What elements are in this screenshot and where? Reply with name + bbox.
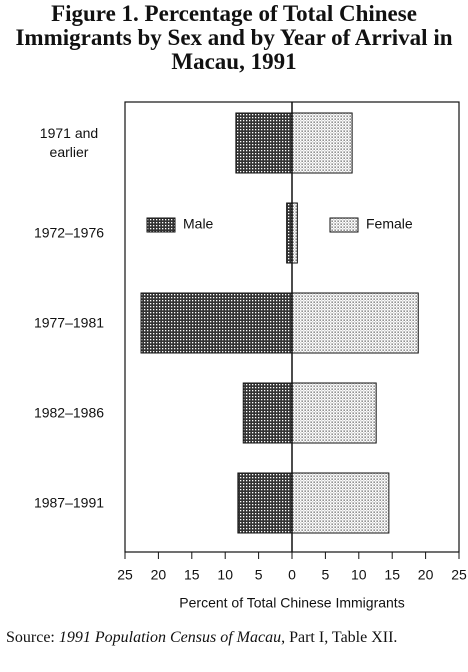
x-tick-label: 15: [384, 567, 400, 583]
source-suffix: , Part I, Table XII.: [281, 629, 398, 646]
y-tick-label: 1977–1981: [33, 314, 105, 331]
bar: [291, 202, 298, 264]
x-tick-label: 5: [255, 567, 263, 583]
x-tick-label: 5: [322, 567, 330, 583]
x-tick-label: 10: [351, 567, 367, 583]
source-prefix: Source:: [6, 629, 55, 646]
source-title: 1991 Population Census of Macau: [58, 629, 282, 646]
bar: [140, 292, 293, 354]
legend-swatch: [146, 217, 176, 233]
legend-label: Male: [183, 216, 214, 232]
y-tick-label: 1987–1991: [33, 494, 105, 511]
bar: [291, 382, 377, 444]
x-tick-label: 0: [288, 567, 296, 583]
x-axis-label: Percent of Total Chinese Immigrants: [179, 595, 404, 611]
bar: [291, 112, 353, 174]
bar: [286, 202, 293, 264]
x-tick-label: 20: [151, 567, 167, 583]
bar: [237, 472, 293, 534]
x-tick-label: 25: [451, 567, 467, 583]
bar: [291, 472, 390, 534]
bar: [291, 292, 419, 354]
x-tick-label: 20: [418, 567, 434, 583]
source-note: Source: 1991 Population Census of Macau,…: [6, 628, 456, 647]
x-tick-label: 10: [217, 567, 233, 583]
bar: [235, 112, 293, 174]
x-tick-label: 25: [117, 567, 133, 583]
y-tick-label: 1971 and earlier: [39, 125, 99, 160]
legend-swatch: [329, 217, 359, 233]
chart-title: Figure 1. Percentage of Total Chinese Im…: [15, 1, 453, 74]
x-tick-label: 15: [184, 567, 200, 583]
legend-label: Female: [366, 216, 413, 232]
y-tick-label: 1982–1986: [33, 404, 105, 421]
bar: [242, 382, 293, 444]
y-tick-label: 1972–1976: [33, 224, 105, 241]
